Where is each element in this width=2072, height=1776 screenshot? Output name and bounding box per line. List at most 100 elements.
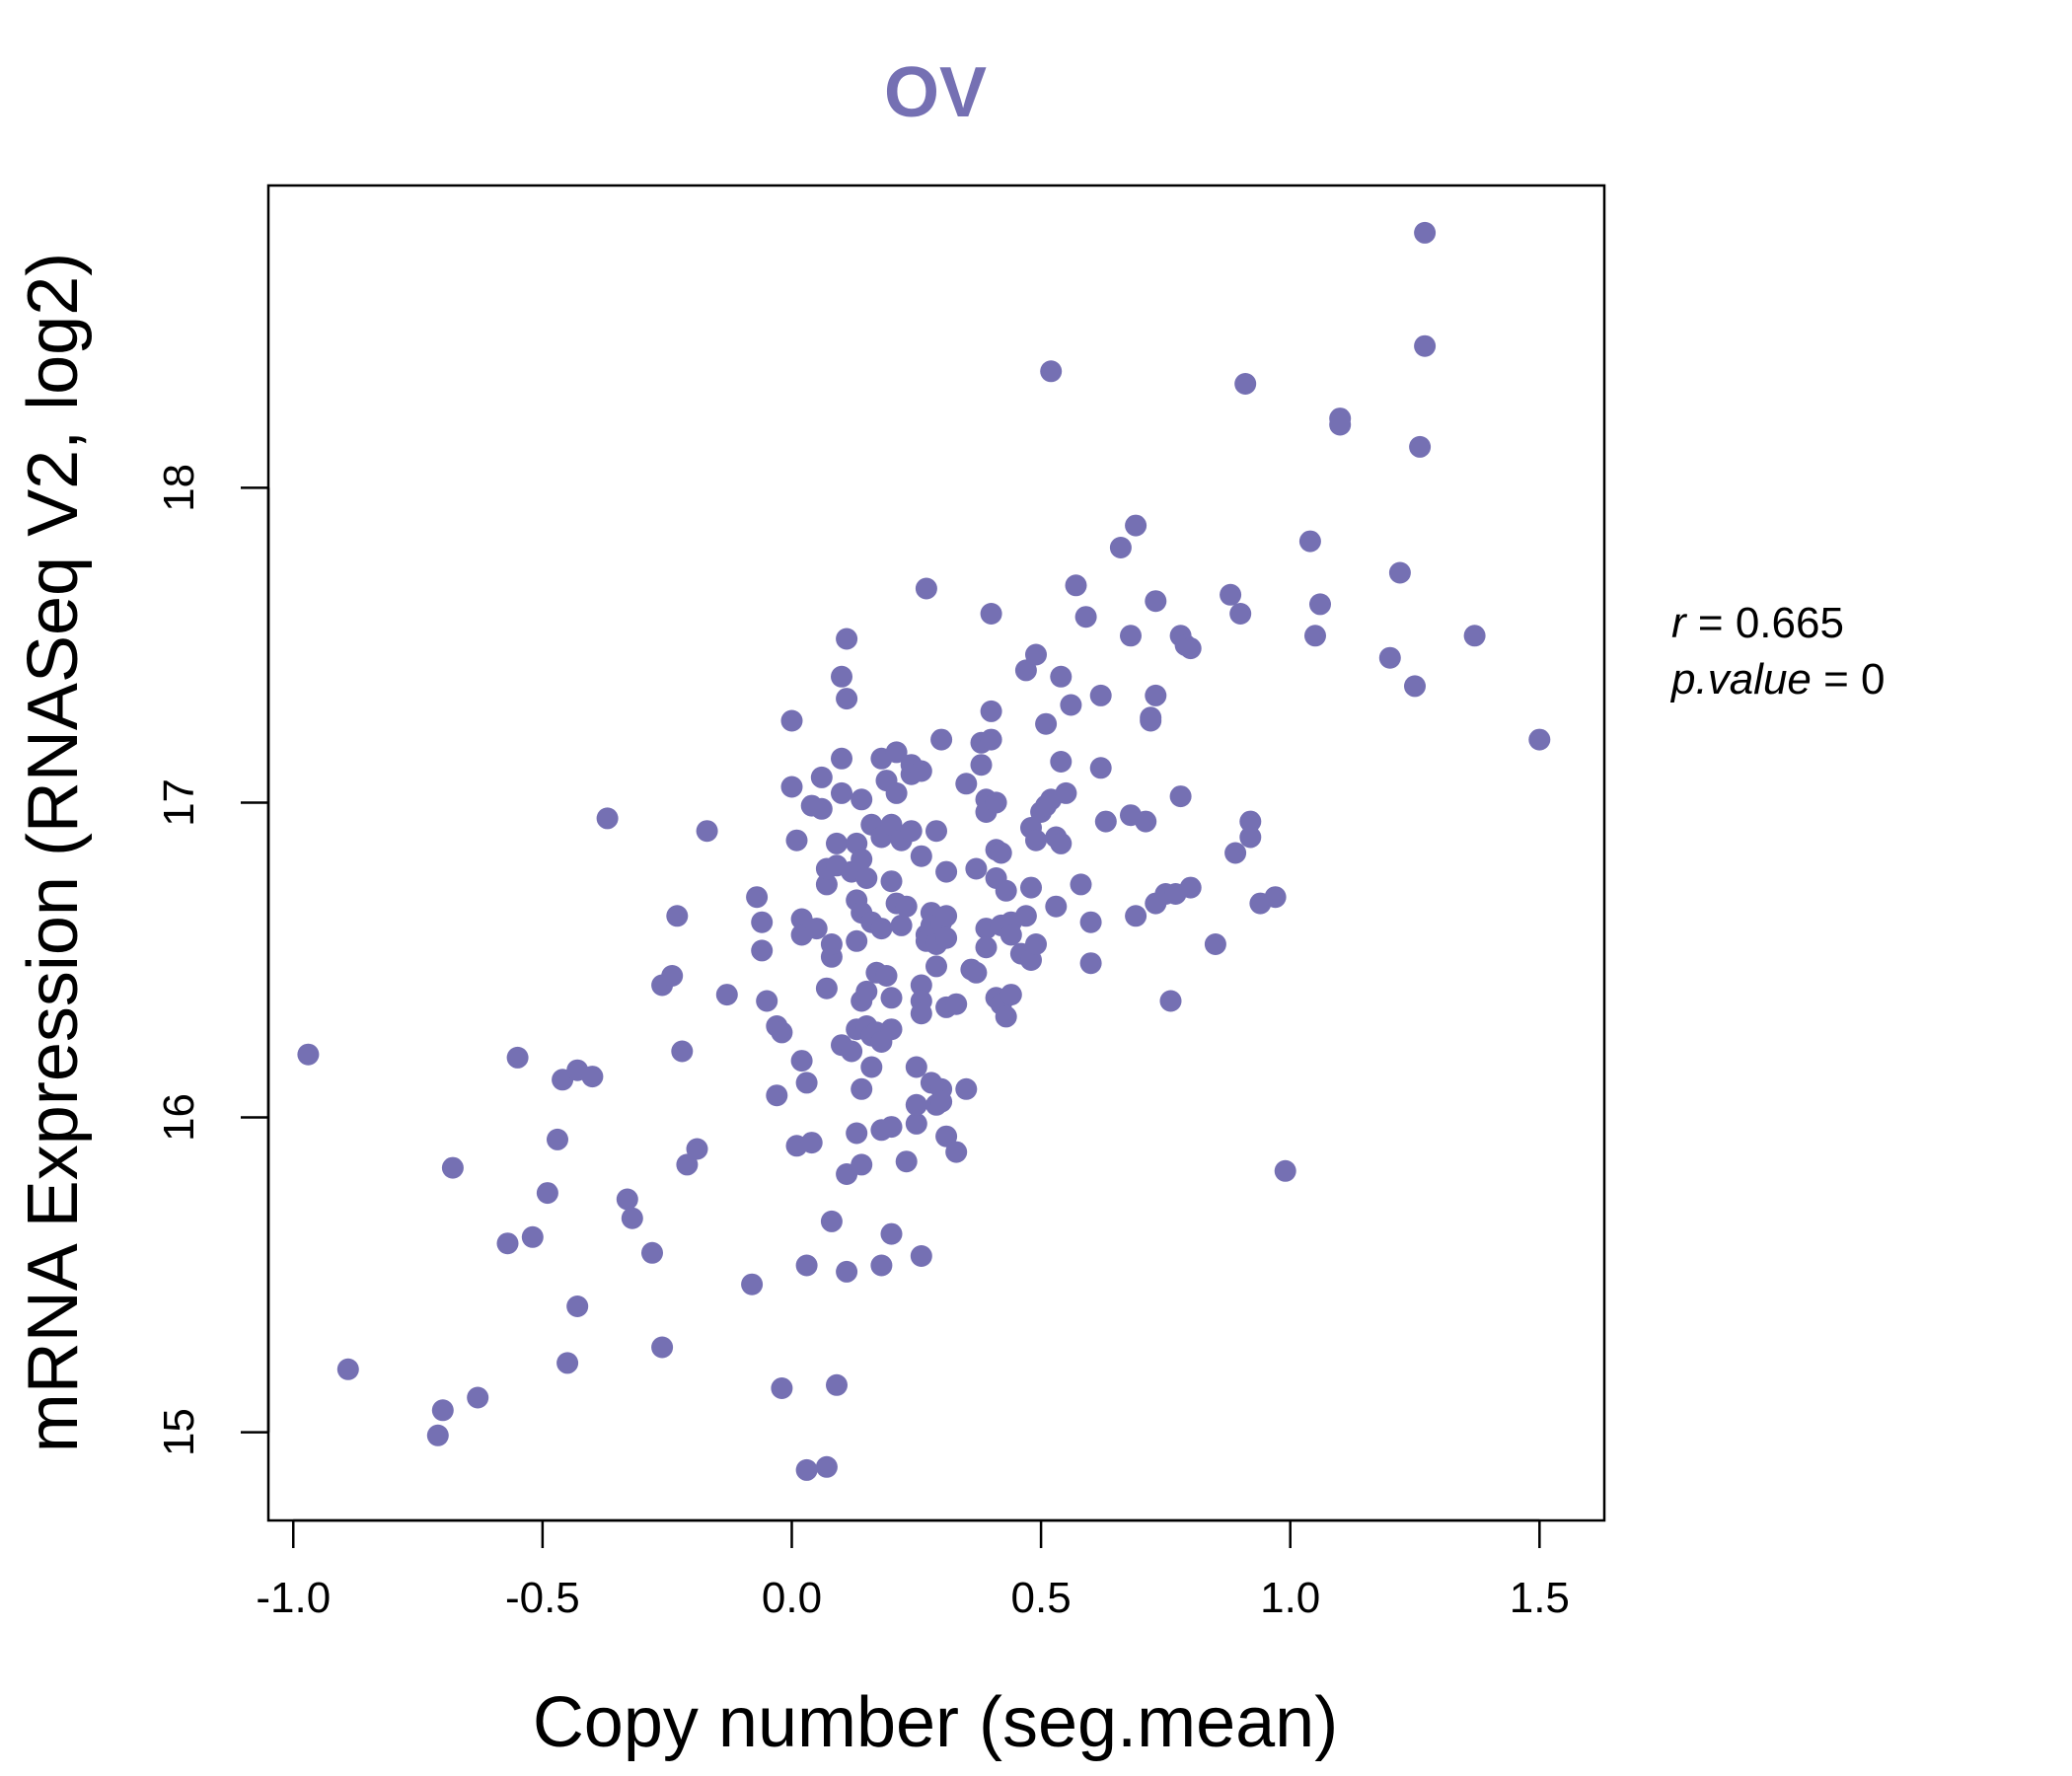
data-point — [1220, 583, 1242, 606]
data-point — [805, 918, 828, 940]
data-point — [1040, 360, 1063, 383]
data-point — [880, 987, 903, 1009]
data-point — [846, 929, 868, 952]
data-point — [851, 788, 873, 811]
x-tick-label: -1.0 — [256, 1574, 331, 1622]
data-point — [751, 939, 774, 962]
data-point — [925, 820, 947, 843]
data-point — [1239, 826, 1262, 849]
data-point — [836, 688, 858, 710]
data-point — [910, 974, 932, 997]
data-point — [836, 1260, 858, 1283]
data-point — [880, 870, 903, 893]
pvalue-annotation: p.value = 0 — [1669, 655, 1886, 703]
data-point — [1169, 785, 1192, 808]
data-point — [1145, 590, 1167, 613]
data-point — [785, 829, 808, 851]
data-point — [930, 728, 953, 751]
data-point — [935, 926, 958, 949]
data-point — [915, 577, 937, 600]
data-point — [771, 1021, 793, 1044]
r-symbol: r — [1671, 599, 1688, 647]
data-point — [1179, 637, 1202, 660]
data-point — [910, 1002, 932, 1025]
data-point — [1065, 574, 1087, 597]
data-point — [851, 1077, 873, 1100]
data-point — [1070, 873, 1092, 896]
data-point — [800, 1132, 823, 1154]
data-point — [1159, 990, 1182, 1012]
data-point — [441, 1156, 464, 1179]
data-point — [1074, 606, 1097, 629]
data-point — [1414, 221, 1437, 244]
data-point — [955, 773, 978, 795]
data-point — [1025, 829, 1047, 851]
data-point — [999, 924, 1022, 946]
data-point — [810, 766, 833, 788]
data-point — [751, 911, 774, 933]
data-point — [556, 1352, 579, 1374]
data-point — [880, 1116, 903, 1139]
data-point — [1414, 334, 1437, 357]
data-point — [999, 984, 1022, 1006]
data-point — [1378, 646, 1401, 669]
data-point — [935, 905, 958, 927]
data-point — [1239, 810, 1262, 833]
data-point — [831, 747, 852, 770]
data-point — [910, 1245, 932, 1267]
data-point — [820, 933, 843, 955]
data-point — [1014, 905, 1037, 927]
data-point — [795, 1458, 818, 1481]
data-point — [1528, 728, 1551, 751]
data-point — [870, 918, 893, 940]
data-point — [1050, 665, 1073, 688]
data-point — [1229, 603, 1252, 625]
data-point — [1409, 435, 1432, 458]
data-point — [1179, 876, 1202, 899]
x-tick-label: 0.0 — [762, 1574, 822, 1622]
data-point — [1079, 911, 1102, 933]
data-point — [851, 1153, 873, 1176]
data-point — [666, 905, 689, 927]
data-point — [795, 1072, 818, 1094]
data-point — [1404, 675, 1426, 698]
y-axis: 15 16 17 18 — [155, 464, 270, 1456]
data-point — [831, 781, 852, 804]
data-point — [671, 1040, 694, 1063]
data-point — [905, 1056, 927, 1078]
data-point — [935, 860, 958, 883]
data-point — [1224, 842, 1247, 864]
data-point — [1060, 694, 1082, 716]
data-point — [1329, 413, 1352, 436]
data-point — [880, 813, 903, 836]
data-point — [815, 873, 838, 896]
data-point — [980, 728, 1002, 751]
data-point — [1109, 537, 1132, 558]
data-point — [766, 1084, 788, 1107]
data-point — [1025, 933, 1047, 955]
data-point — [1125, 514, 1147, 537]
x-tick-label: -0.5 — [505, 1574, 580, 1622]
data-point — [880, 1222, 903, 1245]
data-point — [910, 760, 932, 782]
data-point — [521, 1225, 544, 1248]
data-point — [696, 820, 718, 843]
data-point — [905, 1112, 927, 1135]
data-point — [945, 1141, 968, 1163]
data-point — [1079, 952, 1102, 975]
data-point — [985, 791, 1007, 814]
data-point — [895, 895, 918, 918]
data-point — [890, 914, 913, 936]
data-point — [581, 1066, 604, 1088]
data-point — [1055, 781, 1077, 804]
data-point — [1089, 684, 1112, 706]
data-point — [815, 977, 838, 999]
data-point — [826, 1373, 848, 1396]
data-point — [621, 1207, 643, 1229]
data-point — [1020, 876, 1042, 899]
data-point — [1388, 561, 1411, 584]
data-point — [945, 993, 968, 1015]
data-point — [1145, 684, 1167, 706]
data-point — [1274, 1159, 1296, 1182]
